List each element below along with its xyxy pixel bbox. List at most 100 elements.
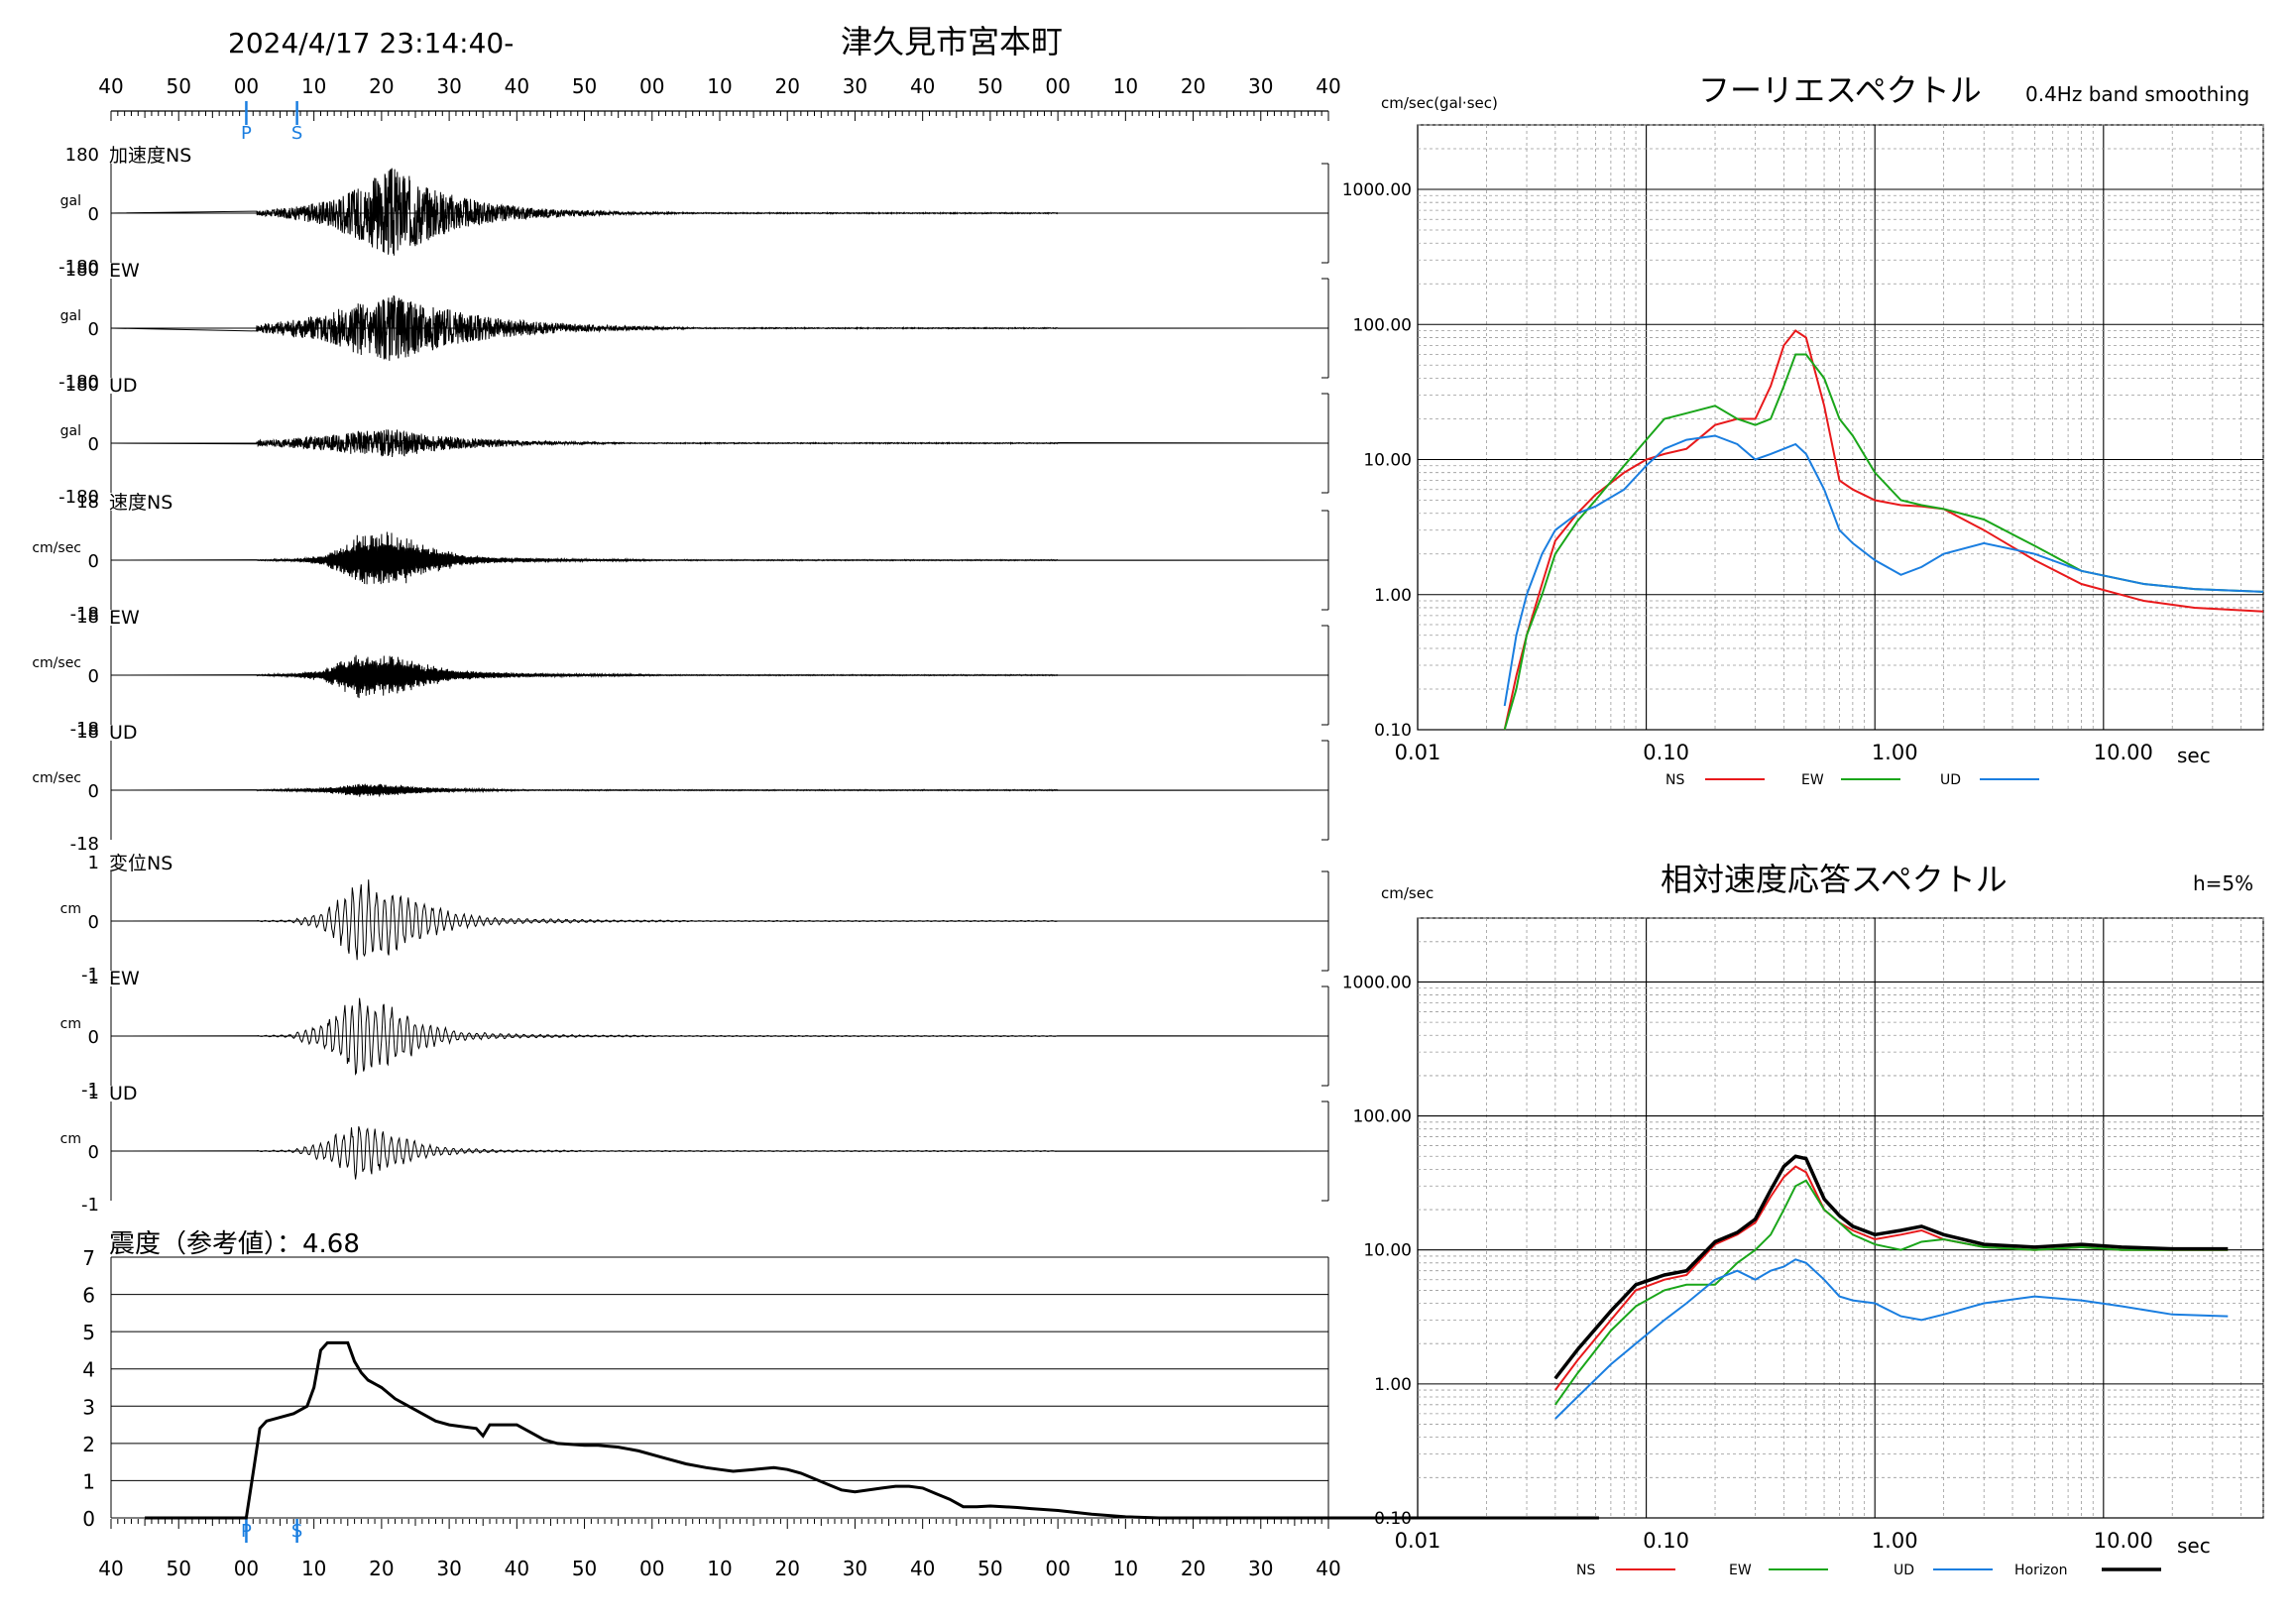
waveform-max-label: 1: [88, 853, 99, 873]
waveform-zero-label: 0: [88, 434, 99, 455]
waveform-max-label: 18: [76, 492, 99, 513]
top-time-tick-label: 40: [505, 74, 529, 98]
waveform-zero-label: 0: [88, 204, 99, 225]
intensity-tick-label: 2: [82, 1433, 95, 1456]
waveform-max-label: 1: [88, 968, 99, 988]
top-time-tick-label: 40: [910, 74, 935, 98]
waveform-component-label: UD: [109, 1083, 138, 1104]
intensity-tick-label: 6: [82, 1284, 95, 1308]
legend-label: UD: [1940, 772, 1961, 788]
top-time-tick-label: 50: [166, 74, 190, 98]
phase-label: P: [241, 123, 252, 144]
waveform-min-label: -18: [70, 834, 99, 855]
waveform-trace: [110, 654, 1329, 699]
bottom-time-tick-label: 50: [572, 1557, 597, 1580]
legend-label: EW: [1729, 1563, 1752, 1578]
legend-label: UD: [1894, 1563, 1914, 1578]
waveform-unit-label: gal: [60, 423, 81, 439]
waveform-min-label: -1: [81, 1195, 99, 1216]
waveform-component-label: 速度NS: [109, 492, 172, 514]
top-time-tick-label: 20: [369, 74, 394, 98]
waveform-unit-label: gal: [60, 308, 81, 324]
waveform-trace: [110, 429, 1329, 458]
intensity-line: [145, 1340, 1599, 1520]
bottom-time-tick-label: 40: [505, 1557, 529, 1580]
series-line-ew: [1503, 353, 2264, 731]
bottom-time-tick-label: 10: [1113, 1557, 1138, 1580]
phase-label: S: [291, 123, 302, 144]
y-tick-label: 0.10: [1374, 721, 1412, 741]
waveform-component-label: UD: [109, 722, 138, 744]
bottom-time-tick-label: 40: [98, 1557, 123, 1580]
top-time-tick-label: 10: [301, 74, 326, 98]
intensity-tick-label: 4: [82, 1358, 95, 1382]
waveform-zero-label: 0: [88, 1142, 99, 1163]
waveform-min-label: -1: [81, 965, 99, 985]
bottom-time-tick-label: 20: [774, 1557, 799, 1580]
waveform-trace: [110, 997, 1329, 1076]
bottom-time-tick-label: 50: [166, 1557, 190, 1580]
waveform-trace: [110, 1126, 1329, 1180]
x-tick-label: 1.00: [1872, 1529, 1918, 1553]
series-line-ew: [1553, 1179, 2229, 1406]
response-title: 相対速度応答スペクトル: [1661, 861, 2008, 898]
legend-label: EW: [1801, 772, 1824, 788]
y-tick-label: 10.00: [1363, 1241, 1412, 1261]
x-tick-label: 1.00: [1872, 741, 1918, 764]
waveform-max-label: 180: [65, 145, 99, 166]
x-tick-label: 10.00: [2094, 741, 2153, 764]
top-time-tick-label: 00: [1045, 74, 1070, 98]
waveform-component-label: 変位NS: [109, 853, 172, 874]
waveform-zero-label: 0: [88, 912, 99, 933]
intensity-tick-label: 7: [82, 1246, 95, 1270]
intensity-tick-label: 0: [82, 1507, 95, 1531]
waveform-min-label: -180: [58, 487, 99, 508]
response-xlabel: sec: [2177, 1534, 2211, 1558]
series-line-horizon: [1553, 1154, 2229, 1380]
bottom-time-tick-label: 20: [369, 1557, 394, 1580]
waveform-min-label: -180: [58, 257, 99, 278]
fourier-subtitle: 0.4Hz band smoothing: [2025, 82, 2249, 106]
intensity-tick-label: 5: [82, 1321, 95, 1344]
intensity-tick-label: 1: [82, 1469, 95, 1493]
waveform-trace: [110, 531, 1329, 585]
y-tick-label: 1.00: [1374, 586, 1412, 606]
waveform-max-label: 18: [76, 607, 99, 628]
station-location: 津久見市宮本町: [841, 23, 1063, 60]
legend-label: Horizon: [2014, 1563, 2068, 1578]
waveform-zero-label: 0: [88, 319, 99, 340]
bottom-time-tick-label: 30: [436, 1557, 461, 1580]
top-time-tick-label: 50: [977, 74, 1002, 98]
top-time-tick-label: 30: [843, 74, 867, 98]
waveform-unit-label: cm: [60, 1131, 81, 1147]
y-tick-label: 1000.00: [1342, 180, 1412, 200]
response-subtitle: h=5%: [2193, 871, 2253, 895]
top-time-tick-label: 20: [1181, 74, 1205, 98]
waveform-trace: [110, 168, 1328, 256]
waveform-trace: [110, 879, 1328, 961]
top-time-tick-label: 40: [1316, 74, 1340, 98]
response-ylabel: cm/sec: [1381, 884, 1434, 902]
series-line-ud: [1554, 1258, 2229, 1420]
intensity-chart: 震度（参考値）：4.68 0 1 2 3 4 5 6 7 40 50 00 10 20 30 40 50 00 1…: [82, 1229, 1599, 1580]
top-time-tick-label: 00: [234, 74, 259, 98]
waveform-unit-label: cm/sec: [32, 770, 81, 786]
top-time-tick-label: 30: [436, 74, 461, 98]
waveform-max-label: 180: [65, 260, 99, 281]
bottom-time-tick-label: 10: [707, 1557, 732, 1580]
top-time-tick-label: 20: [774, 74, 799, 98]
x-tick-label: 0.01: [1395, 741, 1441, 764]
waveform-component-label: EW: [109, 607, 140, 629]
phase-label: P: [241, 1521, 252, 1542]
waveform-min-label: -18: [70, 604, 99, 625]
waveform-unit-label: cm: [60, 1016, 81, 1032]
bottom-time-tick-label: 30: [1248, 1557, 1273, 1580]
intensity-tick-label: 3: [82, 1395, 95, 1419]
phase-label: S: [291, 1521, 302, 1542]
waveform-max-label: 180: [65, 375, 99, 396]
top-time-tick-label: 50: [572, 74, 597, 98]
waveform-min-label: -1: [81, 1080, 99, 1101]
legend-label: NS: [1665, 772, 1684, 788]
x-tick-label: 0.01: [1395, 1529, 1441, 1553]
